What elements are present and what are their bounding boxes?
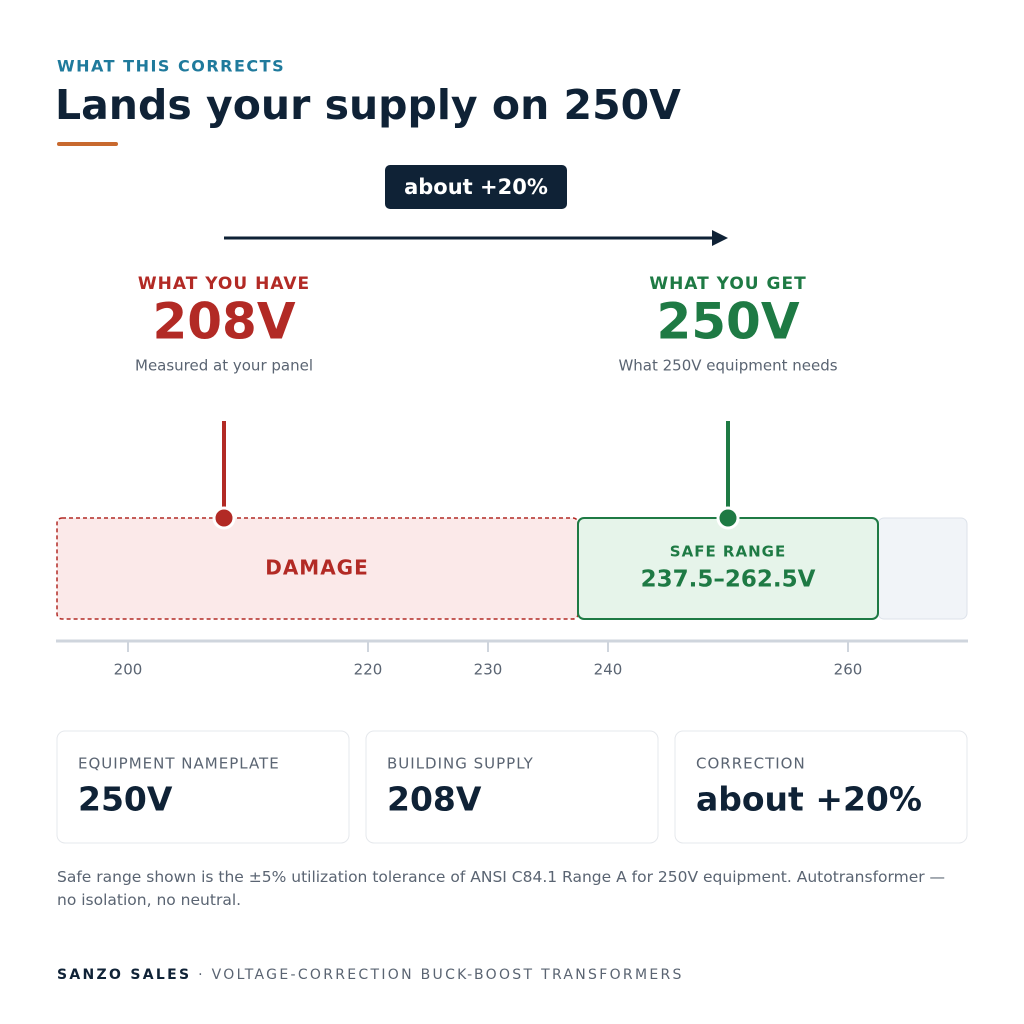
safe-range-text: 237.5–262.5V xyxy=(641,567,816,593)
card xyxy=(56,730,350,844)
card-label: CORRECTION xyxy=(696,755,806,773)
marker-heading: WHAT YOU GET xyxy=(649,274,806,294)
card-value: 208V xyxy=(387,780,482,819)
marker-value: 250V xyxy=(656,293,799,351)
eyebrow: WHAT THIS CORRECTS xyxy=(57,57,285,76)
change-badge xyxy=(385,165,567,209)
safe-label: SAFE RANGE xyxy=(670,543,786,561)
marker-note: Measured at your panel xyxy=(135,357,313,375)
cards: EQUIPMENT NAMEPLATE 250V BUILDING SUPPLY… xyxy=(56,730,968,844)
tick-label: 240 xyxy=(594,661,623,679)
footer-separator: · xyxy=(198,967,205,983)
tick-label: 260 xyxy=(834,661,863,679)
tick-label: 230 xyxy=(474,661,503,679)
card-value: about +20% xyxy=(696,780,922,819)
footnote: Safe range shown is the ±5% utilization … xyxy=(57,868,946,909)
marker-note: What 250V equipment needs xyxy=(618,357,837,375)
damage-label: DAMAGE xyxy=(265,556,369,580)
tick-label: 200 xyxy=(114,661,143,679)
marker-heading: WHAT YOU HAVE xyxy=(138,274,310,294)
footer-brand: SANZO SALES xyxy=(57,967,191,983)
card xyxy=(674,730,968,844)
card-value: 250V xyxy=(78,780,173,819)
title: Lands your supply on 250V xyxy=(55,81,681,129)
card-label: EQUIPMENT NAMEPLATE xyxy=(78,755,280,773)
footer-tagline: VOLTAGE-CORRECTION BUCK-BOOST TRANSFORME… xyxy=(212,967,684,983)
marker-value: 208V xyxy=(152,293,295,351)
marker-dot xyxy=(212,506,236,530)
damage-region xyxy=(56,517,579,620)
change-label: about +20% xyxy=(404,175,548,199)
tick-label: 220 xyxy=(354,661,383,679)
outside-region xyxy=(877,517,968,620)
accent-rule xyxy=(57,142,118,146)
card xyxy=(365,730,659,844)
card-label: BUILDING SUPPLY xyxy=(387,755,534,773)
arrow-head xyxy=(712,230,728,246)
marker-dot xyxy=(716,506,740,530)
footer: SANZO SALES · VOLTAGE-CORRECTION BUCK-BO… xyxy=(57,967,684,983)
